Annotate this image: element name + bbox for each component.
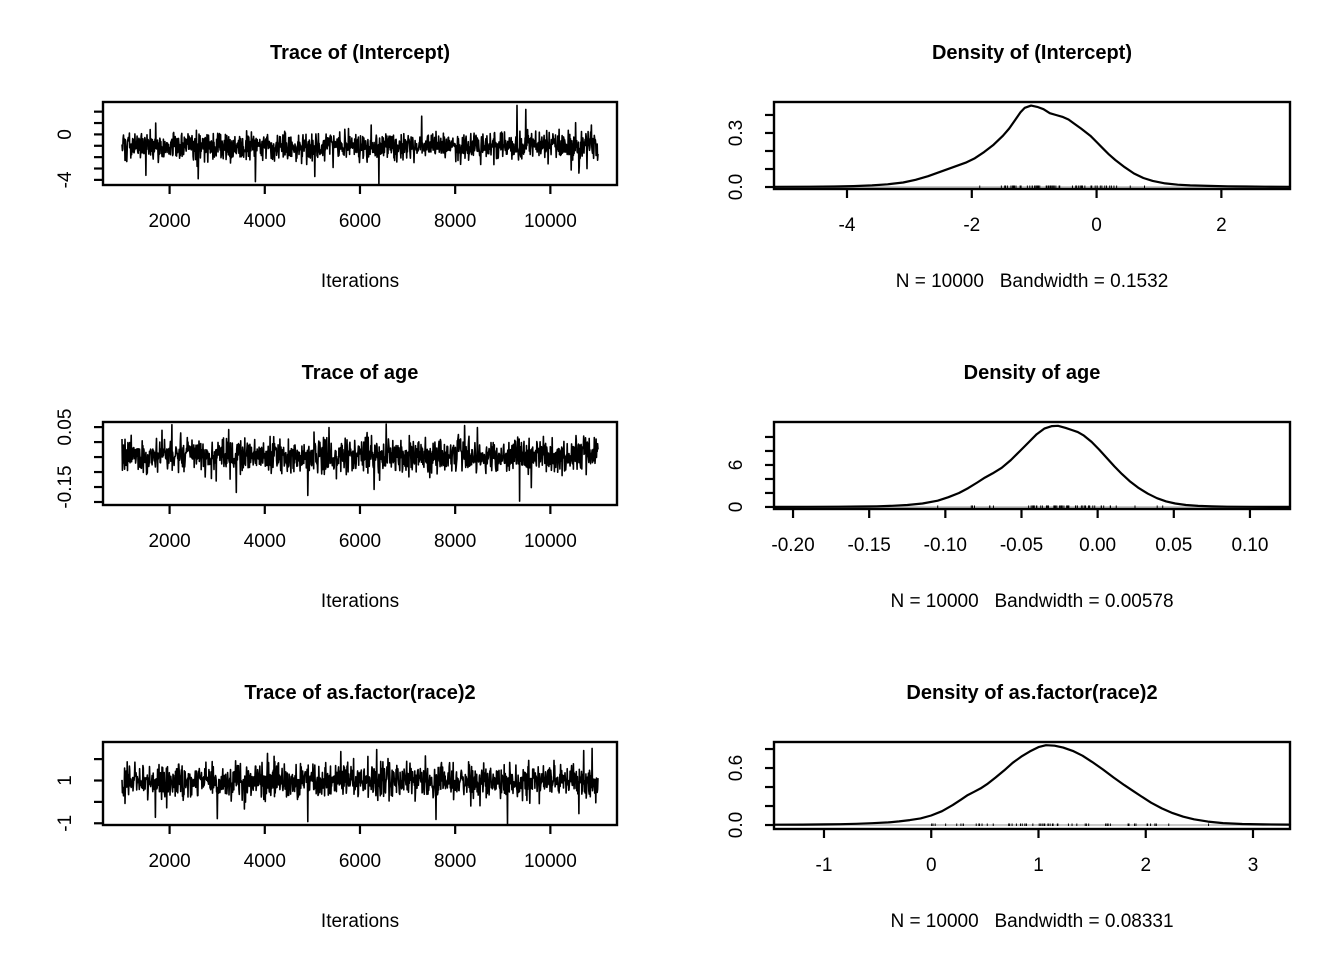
x-tick-label: 0 xyxy=(1091,215,1102,236)
trace-line xyxy=(121,747,599,825)
x-tick-label: 4000 xyxy=(244,851,286,872)
x-tick-label: 2000 xyxy=(148,211,190,232)
panel-title-trace-age: Trace of age xyxy=(301,362,419,384)
x-tick-label: 6000 xyxy=(339,211,381,232)
x-axis-label-iterations-3: Iterations xyxy=(320,911,400,932)
y-tick-label: 0.6 xyxy=(726,755,747,781)
y-tick-label: -4 xyxy=(55,171,76,188)
density-curve xyxy=(772,104,1292,188)
x-tick-label: 8000 xyxy=(434,531,476,552)
x-tick-label: 4000 xyxy=(244,531,286,552)
y-tick-label: -0.15 xyxy=(55,465,76,508)
y-tick-label: 0.3 xyxy=(726,120,747,146)
y-tick-label: -1 xyxy=(55,815,76,832)
x-tick-label: 1 xyxy=(1033,855,1044,876)
x-tick-label: 6000 xyxy=(339,851,381,872)
y-tick-label: 6 xyxy=(726,460,747,471)
y-tick-label: 0.0 xyxy=(726,174,747,200)
x-tick-label: 2 xyxy=(1140,855,1151,876)
plot-box xyxy=(101,420,619,507)
panel-title-density-intercept: Density of (Intercept) xyxy=(931,42,1133,64)
plot-box xyxy=(772,420,1292,511)
x-tick-label: -0.05 xyxy=(1000,535,1043,556)
x-tick-label: -1 xyxy=(816,855,833,876)
x-tick-label: -0.15 xyxy=(848,535,891,556)
x-tick-label: 2000 xyxy=(148,531,190,552)
y-tick-label: 0 xyxy=(55,129,76,140)
x-tick-label: -0.10 xyxy=(924,535,967,556)
density-curve xyxy=(772,744,1292,826)
x-tick-label: 10000 xyxy=(524,851,577,872)
y-tick-label: 0.0 xyxy=(726,812,747,838)
panel-title-density-age: Density of age xyxy=(963,362,1101,384)
plot-box xyxy=(101,100,619,187)
y-tick-label: 0 xyxy=(726,502,747,513)
x-tick-label: -2 xyxy=(963,215,980,236)
x-tick-label: 3 xyxy=(1248,855,1259,876)
x-tick-label: 10000 xyxy=(524,531,577,552)
density-sublabel-age: N = 10000 Bandwidth = 0.00578 xyxy=(890,591,1174,612)
x-axis-label-iterations-1: Iterations xyxy=(320,271,400,292)
x-tick-label: 0 xyxy=(926,855,937,876)
x-tick-label: 4000 xyxy=(244,211,286,232)
y-tick-label: 1 xyxy=(55,775,76,786)
density-sublabel-intercept: N = 10000 Bandwidth = 0.1532 xyxy=(895,271,1169,292)
trace-line xyxy=(121,104,599,185)
y-tick-label: 0.05 xyxy=(55,409,76,446)
plot-box xyxy=(101,740,619,827)
density-sublabel-race: N = 10000 Bandwidth = 0.08331 xyxy=(890,911,1174,932)
x-axis-label-iterations-2: Iterations xyxy=(320,591,400,612)
x-tick-label: 2000 xyxy=(148,851,190,872)
x-tick-label: 0.05 xyxy=(1155,535,1192,556)
x-tick-label: 0.00 xyxy=(1079,535,1116,556)
x-tick-label: 6000 xyxy=(339,531,381,552)
panel-title-trace-race: Trace of as.factor(race)2 xyxy=(244,682,476,704)
x-tick-label: 2 xyxy=(1216,215,1227,236)
panel-title-trace-intercept: Trace of (Intercept) xyxy=(269,42,451,64)
x-tick-label: -4 xyxy=(839,215,856,236)
trace-line xyxy=(121,423,599,502)
x-tick-label: 10000 xyxy=(524,211,577,232)
panel-title-density-race: Density of as.factor(race)2 xyxy=(906,682,1158,704)
plot-box xyxy=(772,100,1292,191)
x-tick-label: 8000 xyxy=(434,211,476,232)
density-curve xyxy=(772,424,1292,508)
x-tick-label: 0.10 xyxy=(1231,535,1268,556)
x-tick-label: 8000 xyxy=(434,851,476,872)
x-tick-label: -0.20 xyxy=(771,535,814,556)
plot-box xyxy=(772,740,1292,831)
